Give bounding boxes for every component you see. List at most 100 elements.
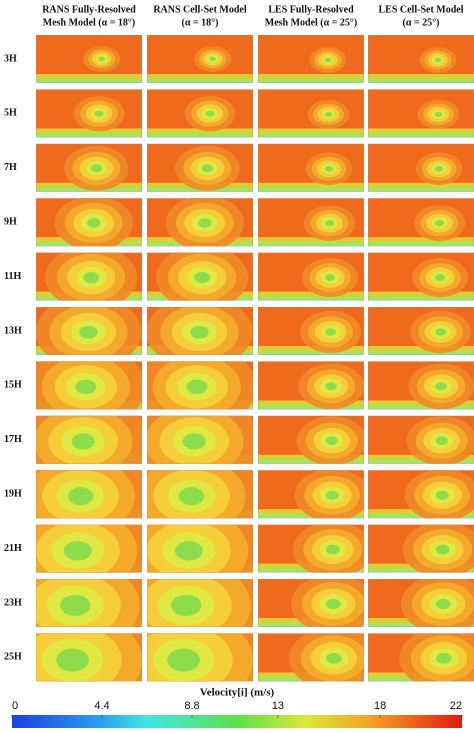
column-header: RANS Cell-Set Model [153,4,247,15]
panel-floor [258,128,364,138]
contour-panel [368,415,474,464]
row-label: 9H [4,216,17,227]
vortex-contour [182,433,206,450]
vortex-contour [435,274,445,281]
vortex-contour [167,648,200,672]
colorbar-tick-label: 4.4 [94,700,109,712]
column-header: Mesh Model (α = 25°) [265,17,358,28]
panel-floor [368,74,474,83]
contour-panel [147,470,253,519]
contour-panel [36,361,142,410]
contour-panel [147,35,253,83]
panel-floor [258,74,364,83]
contour-panel [368,89,474,138]
vortex-contour [83,271,100,284]
vortex-contour [435,220,445,227]
panel-floor [258,400,364,410]
contour-panel [36,198,142,247]
vortex-contour [325,544,340,555]
panel-floor [368,128,474,138]
vortex-contour [325,274,335,281]
vortex-contour [71,433,95,450]
vortex-contour [325,328,336,336]
panel-floor [36,74,142,83]
row-label: 21H [4,543,22,554]
vortex-contour [171,594,202,616]
vortex-contour [67,487,94,506]
vortex-contour [60,594,91,616]
vortex-contour [174,541,203,561]
vortex-contour [436,652,452,664]
panel-floor [368,346,474,355]
column-header: (α = 25°) [403,17,440,28]
contour-panel [147,252,253,301]
contour-panel [36,524,142,573]
contour-panel [258,252,364,301]
contour-panel [258,415,364,464]
row-label: 3H [4,53,17,64]
vortex-contour [325,436,338,446]
contour-panel [258,633,364,682]
vortex-contour [186,379,208,395]
vortex-contour [435,490,449,500]
contour-panel [258,307,364,355]
colorbar-tick-label: 0 [12,700,18,712]
contour-panel [258,89,364,138]
row-label: 17H [4,434,22,445]
row-label: 25H [4,652,22,663]
contour-panel [258,35,364,83]
vortex-contour [94,110,104,117]
vortex-contour [324,165,334,172]
vortex-contour [98,56,105,62]
row-label: 13H [4,325,22,336]
contour-panel [36,633,142,682]
vortex-contour [209,56,216,62]
contour-panel [36,415,142,464]
vortex-contour [434,165,444,172]
contour-panel [147,633,253,682]
contour-panel [368,579,474,627]
contour-panel [368,252,474,301]
vortex-contour [205,110,215,117]
colorbar-tick-label: 22 [450,700,462,712]
row-label: 15H [4,380,22,391]
panel-floor [368,237,474,247]
contour-panel [36,579,142,627]
panel-floor [36,128,142,138]
row-label: 5H [4,108,17,119]
row-label: 7H [4,162,17,173]
contour-panel [368,35,474,83]
panel-floor [147,74,253,83]
vortex-contour [194,271,211,284]
vortex-contour [434,57,442,63]
vortex-contour [435,544,450,555]
vortex-contour [435,328,446,336]
vortex-contour [435,436,448,446]
vortex-contour [324,111,333,117]
vortex-contour [435,382,447,391]
vortex-contour [63,541,92,561]
contour-panel [258,579,364,627]
contour-panel [147,198,253,247]
panel-floor [147,128,253,138]
contour-panel [258,524,364,573]
panel-floor [368,291,474,301]
contour-panel [36,252,142,301]
colorbar-tick-label: 18 [374,700,386,712]
panel-floor [258,291,364,301]
row-label: 23H [4,597,22,608]
vortex-contour [86,218,101,228]
vortex-contour [90,164,103,173]
contour-panel [368,470,474,519]
vortex-contour [326,652,342,664]
panel-floor [258,182,364,192]
column-header: Mesh Model (α = 18°) [43,17,136,28]
contour-panel [368,307,474,355]
row-label: 11H [4,271,21,282]
colorbar-tick-label: 13 [272,700,284,712]
vortex-contour [324,57,332,63]
contour-panel [147,579,253,627]
vortex-contour [79,325,98,339]
panel-floor [258,346,364,355]
